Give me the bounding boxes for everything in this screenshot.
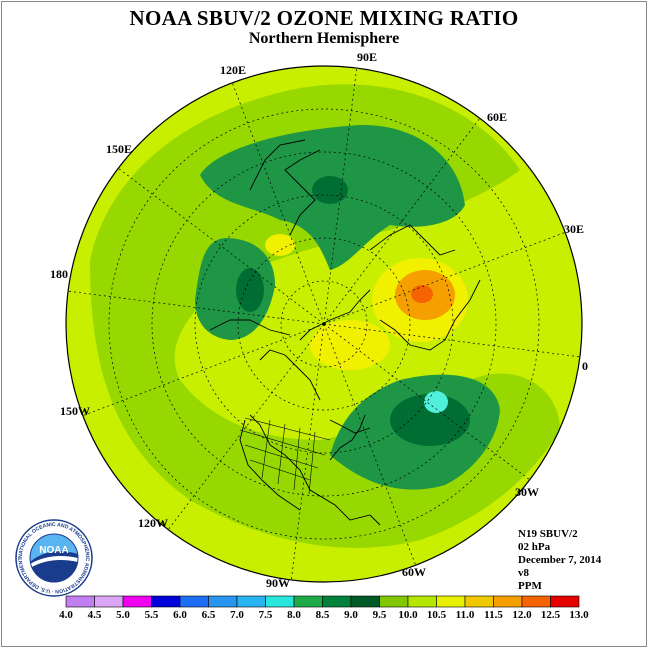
units-label: PPM <box>518 580 542 592</box>
colorbar-tick-label: 4.0 <box>59 609 73 621</box>
colorbar-swatch <box>265 595 295 608</box>
colorbar-tick-label: 11.0 <box>456 609 475 621</box>
colorbar-swatch <box>94 595 124 608</box>
contour-8-0-pacific <box>236 268 264 312</box>
colorbar-tick-label: 13.0 <box>569 609 589 621</box>
lon-label-150e: 150E <box>106 142 133 156</box>
lon-label-120w: 120W <box>138 516 168 530</box>
coastlines <box>209 139 481 526</box>
lon-label-90w: 90W <box>266 576 290 590</box>
colorbar-swatch <box>65 595 95 608</box>
colorbar-tick-label: 10.0 <box>398 609 418 621</box>
contour-10-5-siberia <box>265 234 295 256</box>
product-info: N19 SBUV/2 02 hPa December 7, 2014 v8 PP… <box>518 528 601 593</box>
lon-label-180: 180 <box>50 267 68 281</box>
version-label: v8 <box>518 567 529 579</box>
colorbar-tick-label: 7.5 <box>259 609 273 621</box>
lon-label-150w: 150W <box>60 404 90 418</box>
contour-11-5 <box>411 285 433 303</box>
colorbar-swatch <box>350 595 380 608</box>
colorbar-tick-label: 12.0 <box>512 609 532 621</box>
colorbar-tick-label: 6.5 <box>202 609 216 621</box>
colorbar-tick-label: 5.5 <box>145 609 159 621</box>
colorbar-tick-label: 8.0 <box>287 609 301 621</box>
colorbar-swatch <box>151 595 181 608</box>
colorbar-tick-label: 6.0 <box>173 609 187 621</box>
lon-label-60e: 60E <box>487 110 508 124</box>
lon-label-0: 0 <box>582 359 588 373</box>
lon-label-30w: 30W <box>515 485 539 499</box>
colorbar-swatch <box>208 595 238 608</box>
colorbar-tick-label: 8.5 <box>316 609 330 621</box>
pressure-level: 02 hPa <box>518 541 551 553</box>
colorbar-swatch <box>379 595 409 608</box>
colorbar-swatch <box>322 595 352 608</box>
colorbar-tick-label: 9.0 <box>344 609 358 621</box>
colorbar-swatch <box>521 595 551 608</box>
colorbar-swatch <box>550 595 580 608</box>
colorbar-tick-label: 5.0 <box>116 609 130 621</box>
instrument-label: N19 SBUV/2 <box>518 528 578 540</box>
lon-label-120e: 120E <box>220 63 247 77</box>
date-label: December 7, 2014 <box>518 554 602 566</box>
lon-label-60w: 60W <box>402 565 426 579</box>
lon-label-90e: 90E <box>357 50 378 64</box>
noaa-logo: NATIONAL OCEANIC AND ATMOSPHERIC ADMINIS… <box>14 518 93 597</box>
map-subtitle: Northern Hemisphere <box>248 30 400 47</box>
colorbar-swatch <box>407 595 437 608</box>
colorbar-tick-label: 4.5 <box>88 609 102 621</box>
map-boundary <box>65 65 583 583</box>
colorbar-swatch <box>436 595 466 608</box>
logo-text: NOAA <box>39 545 68 556</box>
colorbar-tick-label: 11.5 <box>484 609 503 621</box>
colorbar-swatch <box>464 595 494 608</box>
contour-8-0-north <box>312 176 348 204</box>
colorbar-tick-label: 10.5 <box>427 609 447 621</box>
colorbar-swatch <box>122 595 152 608</box>
colorbar-swatch <box>493 595 523 608</box>
colorbar-swatch <box>293 595 323 608</box>
map-title: NOAA SBUV/2 OZONE MIXING RATIO <box>129 6 519 30</box>
colorbar-tick-label: 7.0 <box>230 609 244 621</box>
contour-8-0-atlantic <box>390 394 470 446</box>
contour-10-5-pole <box>310 320 390 370</box>
lon-label-30e: 30E <box>564 222 585 236</box>
colorbar-tick-label: 9.5 <box>373 609 387 621</box>
colorbar-tick-label: 12.5 <box>541 609 561 621</box>
colorbar-swatch <box>236 595 266 608</box>
contour-8-5-pacific <box>195 238 275 340</box>
graticule <box>66 65 582 583</box>
contour-7-5-atlantic <box>424 391 448 413</box>
us-state-grid <box>239 417 331 495</box>
colorbar-swatch <box>179 595 209 608</box>
